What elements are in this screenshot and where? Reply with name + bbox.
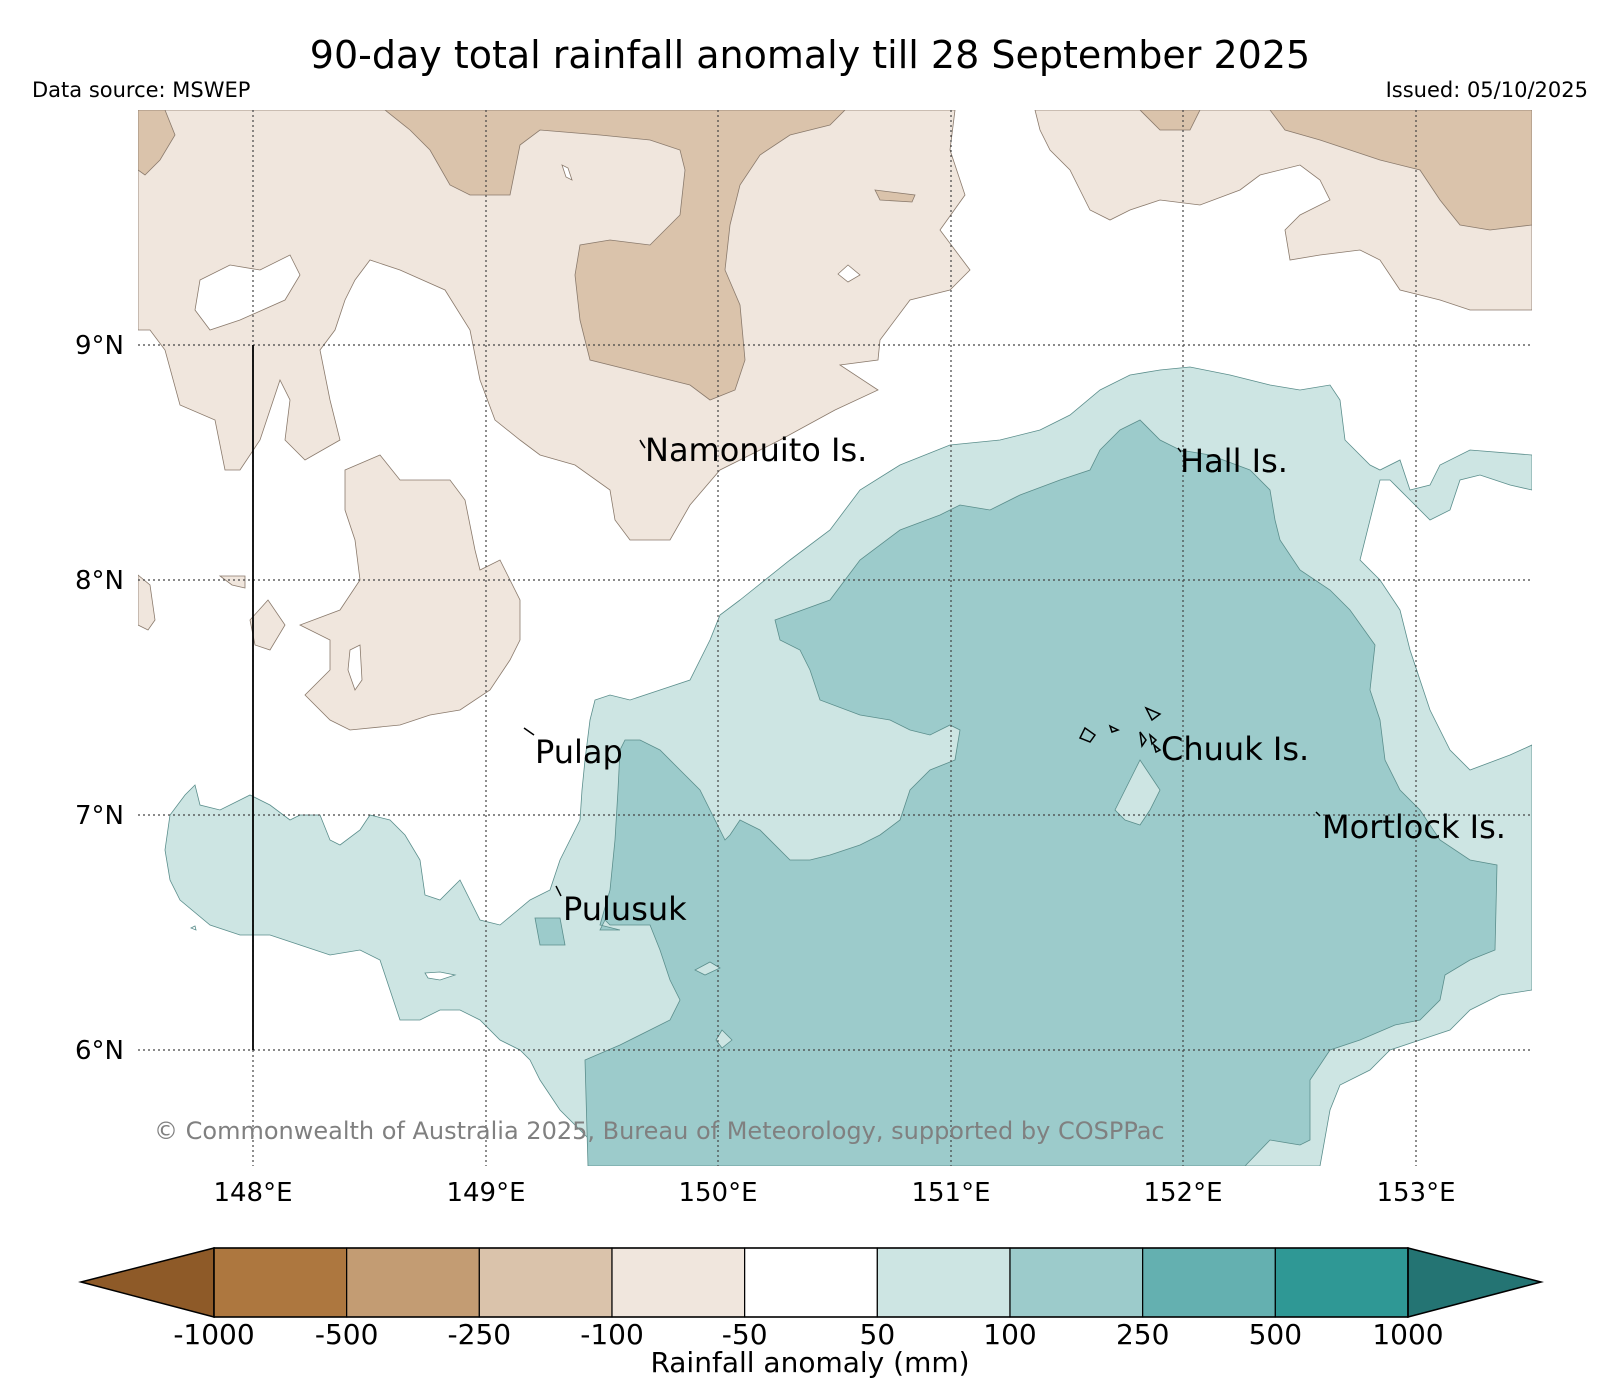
place-namonuito: Namonuito Is.	[645, 431, 867, 469]
lat-label-6n: 6°N	[75, 1036, 124, 1066]
anomaly-neutral-spot	[561, 164, 573, 181]
colorbar-tick-label: -1000	[173, 1318, 254, 1351]
colorbar-tick-label: -50	[722, 1318, 768, 1351]
place-mortlock: Mortlock Is.	[1322, 808, 1506, 846]
colorbar-segment	[346, 1247, 480, 1318]
colorbar-segment	[1142, 1247, 1276, 1318]
colorbar-segment	[744, 1247, 878, 1318]
colorbar-extend-low	[78, 1247, 215, 1318]
lon-label-152e: 152°E	[1143, 1178, 1222, 1208]
anomaly-light-wet-holes	[694, 759, 1161, 1049]
colorbar-segment	[213, 1247, 348, 1318]
colorbar-segment	[478, 1247, 613, 1318]
lon-label-153e: 153°E	[1376, 1178, 1455, 1208]
lon-label-151e: 151°E	[911, 1178, 990, 1208]
colorbar: -1000 -500 -250 -100 -50 50 100 250 500 1000 Rain…	[78, 1247, 1544, 1379]
graticule	[138, 110, 1532, 1166]
place-pulusuk: Pulusuk	[563, 890, 687, 928]
colorbar-tick-label: 50	[860, 1318, 896, 1351]
issued-date: Issued: 05/10/2025	[1386, 78, 1588, 102]
lat-label-7n: 7°N	[75, 801, 124, 831]
colorbar-extend-high	[1407, 1247, 1544, 1318]
lat-label-8n: 8°N	[75, 566, 124, 596]
colorbar-segment	[876, 1247, 1011, 1318]
place-labels: Namonuito Is. Hall Is. Pulap Chuuk Is. M…	[535, 431, 1506, 928]
latitude-labels: 9°N 8°N 7°N 6°N	[75, 331, 124, 1066]
colorbar-tick-label: 250	[1116, 1318, 1169, 1351]
place-hall: Hall Is.	[1180, 442, 1288, 480]
colorbar-tick-label: -100	[580, 1318, 644, 1351]
lat-label-9n: 9°N	[75, 331, 124, 361]
colorbar-tick-label: 1000	[1372, 1318, 1443, 1351]
copyright-text: © Commonwealth of Australia 2025, Bureau…	[154, 1117, 1165, 1145]
anomaly-neutral-islands	[190, 925, 457, 981]
longitude-labels: 148°E 149°E 150°E 151°E 152°E 153°E	[213, 1178, 1455, 1208]
anomaly-moderate-dry-regions	[138, 110, 1532, 401]
colorbar-tick-label: 100	[983, 1318, 1036, 1351]
anomaly-moderate-wet-regions	[534, 419, 1498, 1166]
data-source: Data source: MSWEP	[32, 78, 250, 102]
place-pulap: Pulap	[535, 733, 623, 771]
chart-title: 90-day total rainfall anomaly till 28 Se…	[310, 33, 1310, 77]
colorbar-title: Rainfall anomaly (mm)	[650, 1346, 969, 1379]
lon-label-150e: 150°E	[678, 1178, 757, 1208]
colorbar-segment	[1274, 1247, 1409, 1318]
colorbar-tick-label: 500	[1249, 1318, 1302, 1351]
place-chuuk: Chuuk Is.	[1161, 730, 1309, 768]
colorbar-tick-label: -250	[448, 1318, 512, 1351]
anomaly-neutral-holes	[194, 254, 861, 691]
colorbar-frame	[213, 1247, 1409, 1318]
colorbar-tick-label: -500	[315, 1318, 379, 1351]
lon-label-149e: 149°E	[446, 1178, 525, 1208]
map-area: © Commonwealth of Australia 2025, Bureau…	[138, 110, 1532, 1166]
colorbar-segment	[1009, 1247, 1144, 1318]
lon-label-148e: 148°E	[213, 1178, 292, 1208]
island-outlines	[523, 439, 1321, 897]
colorbar-segment	[611, 1247, 746, 1318]
